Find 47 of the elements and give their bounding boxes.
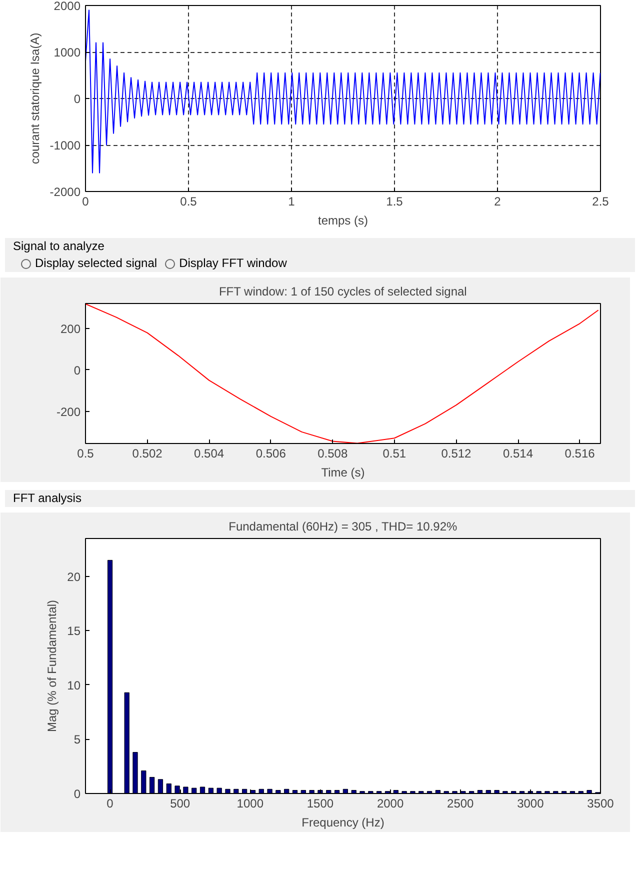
y-tick-label: 5 — [74, 733, 81, 748]
y-tick-label: 200 — [60, 322, 81, 336]
x-tick-label: 1500 — [306, 796, 334, 811]
x-tick-label: 0 — [106, 796, 114, 811]
x-tick-label: 0.5 — [180, 194, 198, 208]
y-axis-title: Mag (% of Fundamental) — [45, 600, 60, 732]
x-tick-label: 3000 — [517, 796, 544, 811]
y-tick-label: 20 — [67, 570, 81, 584]
y-tick-label: -2000 — [50, 185, 81, 199]
x-axis-title: temps (s) — [318, 214, 368, 228]
y-tick-label: 0 — [74, 92, 81, 106]
y-tick-label: 10 — [67, 678, 81, 693]
text: Display FFT window — [178, 256, 287, 270]
x-axis-title: Time (s) — [321, 466, 365, 480]
x-tick-label: 500 — [170, 796, 190, 811]
x-tick-label: 0.516 — [564, 446, 596, 461]
x-tick-label: 2500 — [447, 796, 474, 811]
y-tick-label: 0 — [74, 364, 81, 378]
x-tick-label: 0.502 — [132, 446, 163, 461]
x-tick-label: 0.512 — [441, 446, 472, 461]
x-tick-label: 1.5 — [386, 194, 404, 208]
chart-title: Fundamental (60Hz) = 305 , THD= 10.92% — [228, 520, 458, 534]
x-tick-label: 0.506 — [256, 446, 286, 461]
text: Display selected signal — [34, 256, 158, 270]
x-tick-label: 2 — [494, 194, 502, 208]
y-tick-label: -1000 — [50, 138, 81, 152]
x-tick-label: 1000 — [236, 796, 264, 811]
x-tick-label: 0.508 — [318, 446, 348, 461]
x-tick-label: 3500 — [587, 796, 614, 811]
y-tick-label: -200 — [56, 405, 81, 420]
x-tick-label: 0.51 — [382, 446, 406, 461]
text: FFT analysis — [13, 490, 82, 508]
y-axis-title: courant statorique Isa(A) — [28, 32, 42, 164]
x-axis-title: Frequency (Hz) — [302, 816, 384, 830]
x-tick-label: 2.5 — [592, 194, 610, 208]
y-tick-label: 15 — [67, 624, 81, 639]
x-tick-label: 1 — [288, 194, 296, 208]
x-tick-label: 0.504 — [194, 446, 224, 461]
y-tick-label: 2000 — [54, 0, 81, 13]
chart-title: FFT window: 1 of 150 cycles of selected signal — [218, 284, 467, 299]
x-tick-label: 2000 — [376, 796, 404, 811]
x-tick-label: 0 — [82, 194, 90, 208]
x-tick-label: 0.514 — [503, 446, 534, 461]
y-tick-label: 1000 — [54, 46, 81, 60]
x-tick-label: 0.5 — [77, 446, 94, 461]
y-tick-label: 0 — [74, 787, 81, 802]
text: Signal to analyze — [13, 238, 106, 255]
